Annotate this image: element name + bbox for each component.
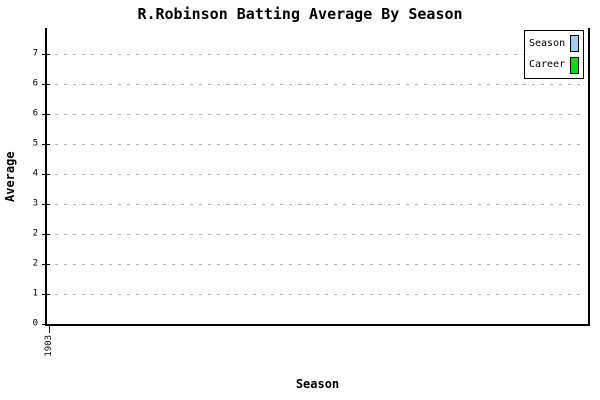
x-tick-mark	[48, 326, 50, 333]
y-tick-mark	[42, 54, 50, 55]
y-tick-mark	[42, 204, 50, 205]
gridline	[55, 234, 582, 235]
y-tick-label: 0	[32, 318, 38, 329]
y-tick-label: 2	[32, 228, 38, 239]
y-tick-label: 2	[32, 258, 38, 269]
y-tick-mark	[42, 114, 50, 115]
y-tick-label: 6	[32, 108, 38, 119]
gridline	[55, 294, 582, 295]
y-tick-label: 7	[32, 48, 38, 59]
y-tick-mark	[42, 294, 50, 295]
y-tick-mark	[42, 324, 50, 325]
y-tick-label: 6	[32, 78, 38, 89]
y-tick-label: 3	[32, 198, 38, 209]
legend-swatch-career	[570, 56, 579, 74]
y-axis-label: Average	[3, 151, 17, 203]
chart-title: R.Robinson Batting Average By Season	[137, 5, 463, 23]
plot-area: 7 6 6 5 4 3 2 2 1 0 1903	[33, 28, 590, 357]
legend-swatch-season	[570, 35, 579, 53]
legend-label-career: Career	[529, 59, 566, 71]
y-tick-mark	[42, 174, 50, 175]
legend-item-season: Season	[529, 35, 579, 53]
gridline	[55, 54, 582, 55]
legend: Season Career	[524, 30, 584, 79]
gridline	[55, 114, 582, 115]
y-tick-mark	[42, 144, 50, 145]
gridline	[55, 84, 582, 85]
legend-item-career: Career	[529, 56, 579, 74]
y-tick-mark	[42, 264, 50, 265]
y-tick-label: 4	[32, 168, 38, 179]
x-tick-1903: 1903	[43, 326, 55, 357]
x-tick-label: 1903	[43, 335, 54, 357]
y-tick-label: 1	[32, 288, 38, 299]
gridline	[55, 144, 582, 145]
y-tick-label: 5	[32, 138, 38, 149]
x-axis-label: Season	[295, 377, 340, 391]
legend-label-season: Season	[529, 37, 566, 49]
gridline	[55, 204, 582, 205]
y-tick-mark	[42, 84, 50, 85]
gridline	[55, 264, 582, 265]
y-tick-mark	[42, 234, 50, 235]
gridline	[55, 174, 582, 175]
